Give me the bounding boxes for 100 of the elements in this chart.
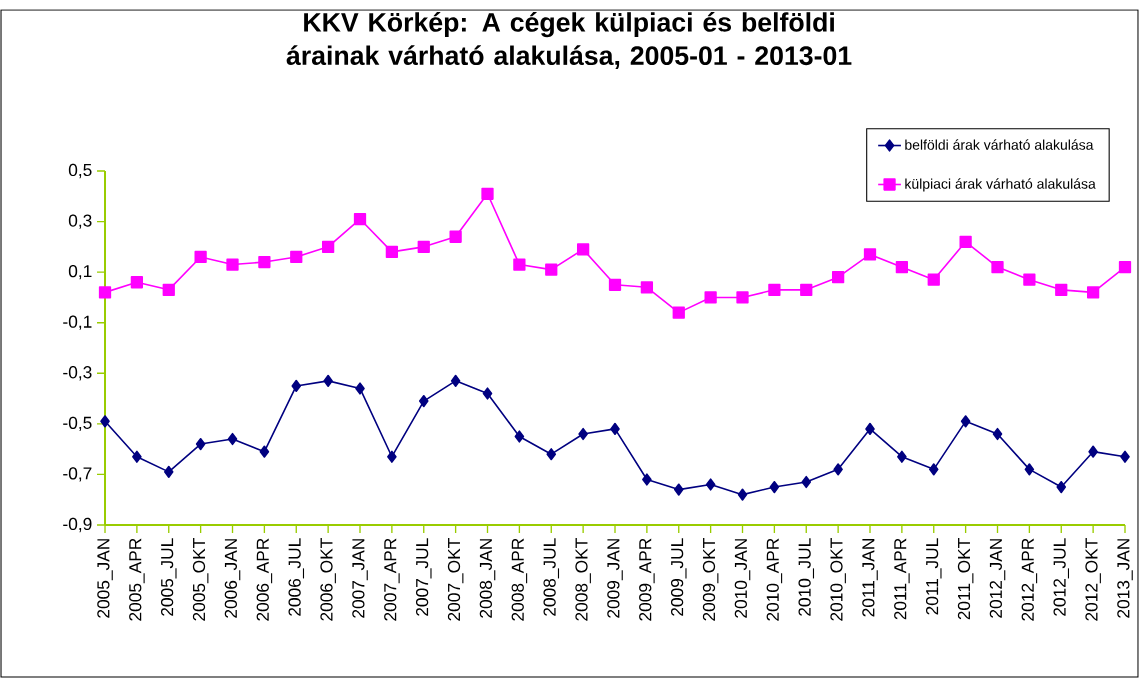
point: [736, 291, 749, 304]
x-tick-label: 2008_JAN: [479, 539, 496, 618]
point: [162, 283, 175, 296]
point: [1056, 480, 1067, 494]
point: [1086, 286, 1100, 299]
point: [704, 291, 717, 304]
point: [449, 230, 462, 243]
point: [801, 475, 812, 489]
x-tick-label: 2005_APR: [129, 538, 145, 621]
x-tick-label: 2009_OKT: [702, 538, 719, 621]
point: [481, 187, 494, 200]
point: [1023, 273, 1036, 286]
point: [322, 240, 335, 253]
y-tick-label: -0,3: [63, 366, 92, 381]
point: [226, 258, 239, 271]
point: [1120, 450, 1130, 463]
x-tick-label: 2010_JUL: [798, 538, 815, 616]
point: [545, 263, 558, 276]
x-tick-label: 2012_JAN: [989, 539, 1006, 618]
point: [290, 250, 303, 264]
point: [1088, 445, 1098, 458]
point: [865, 422, 875, 436]
y-tick-label: 0,5: [68, 163, 92, 179]
point: [482, 387, 493, 400]
point: [514, 430, 525, 443]
point: [194, 250, 207, 264]
point: [546, 448, 557, 461]
point: [991, 260, 1004, 274]
point: [863, 248, 877, 261]
x-tick-label: 2005_JAN: [97, 539, 113, 618]
x-tick-label: 2006_JAN: [224, 539, 241, 618]
x-tick-label: 2006_JUL: [288, 538, 305, 616]
point: [513, 258, 526, 271]
y-tick-label: -0,7: [63, 467, 92, 482]
point: [1055, 283, 1068, 296]
point: [385, 245, 399, 259]
point: [130, 276, 144, 289]
point: [927, 273, 940, 286]
point: [928, 463, 939, 476]
point: [387, 450, 397, 463]
point: [291, 379, 302, 393]
point: [640, 281, 654, 294]
point: [768, 283, 781, 296]
y-tick-label: -0,5: [63, 416, 92, 432]
x-tick-label: 2009_JUL: [670, 538, 687, 616]
y-tick-label: -0,9: [63, 517, 92, 533]
point: [672, 306, 685, 319]
point: [737, 488, 748, 501]
point: [195, 437, 206, 451]
x-tick-label: 2011_APR: [894, 538, 910, 620]
x-tick-label: 2012_OKT: [1085, 538, 1101, 621]
point: [163, 465, 174, 479]
x-tick-label: 2008_JUL: [543, 538, 560, 616]
point: [259, 445, 270, 458]
point: [895, 260, 909, 274]
x-tick-label: 2007_JAN: [352, 539, 368, 618]
point: [98, 286, 112, 299]
point: [769, 480, 780, 494]
point: [323, 374, 333, 387]
chart-title: KKV Körkép: A cégek külpiaci és belföldi árainak várható alakulása, 2005-01 - 2013-01: [286, 11, 852, 69]
y-tick-label: -0,1: [63, 315, 92, 330]
y-tick-label: 0,3: [68, 214, 92, 229]
point: [577, 243, 590, 256]
point: [1118, 260, 1132, 274]
y-tick-label: 0,1: [68, 264, 92, 280]
legend-label: belföldi árak várható alakulása: [905, 139, 1094, 150]
x-tick-label: 2007_OKT: [447, 538, 464, 621]
legend-label: külpiaci árak várható alakulása: [905, 178, 1096, 192]
point: [642, 473, 652, 486]
x-tick-label: 2006_APR: [256, 538, 273, 621]
x-tick-label: 2011_JUL: [925, 538, 942, 615]
point: [132, 450, 142, 463]
point: [353, 212, 367, 226]
x-tick-label: 2005_JUL: [160, 538, 177, 616]
x-tick-label: 2008_APR: [511, 538, 528, 621]
point: [831, 271, 845, 284]
x-tick-label: 2007_APR: [384, 538, 400, 621]
x-tick-label: 2010_APR: [766, 538, 783, 621]
point: [418, 394, 429, 408]
point: [673, 483, 684, 496]
point: [608, 278, 622, 291]
x-tick-label: 2011_OKT: [957, 538, 974, 620]
point: [258, 255, 271, 269]
x-tick-label: 2013_JAN: [1117, 539, 1133, 618]
point: [959, 235, 972, 248]
point: [705, 478, 716, 491]
x-tick-label: 2007_JUL: [415, 538, 432, 616]
x-tick-label: 2010_OKT: [830, 538, 846, 621]
point: [1024, 463, 1035, 476]
x-tick-label: 2006_OKT: [320, 538, 336, 621]
point: [355, 382, 365, 395]
point: [992, 427, 1003, 441]
x-tick-label: 2011_JAN: [862, 539, 878, 617]
x-tick-label: 2008_OKT: [575, 538, 591, 621]
point: [897, 450, 907, 463]
point: [610, 422, 620, 436]
point: [100, 415, 110, 428]
point: [960, 415, 971, 428]
point: [227, 432, 238, 446]
point: [417, 240, 430, 253]
